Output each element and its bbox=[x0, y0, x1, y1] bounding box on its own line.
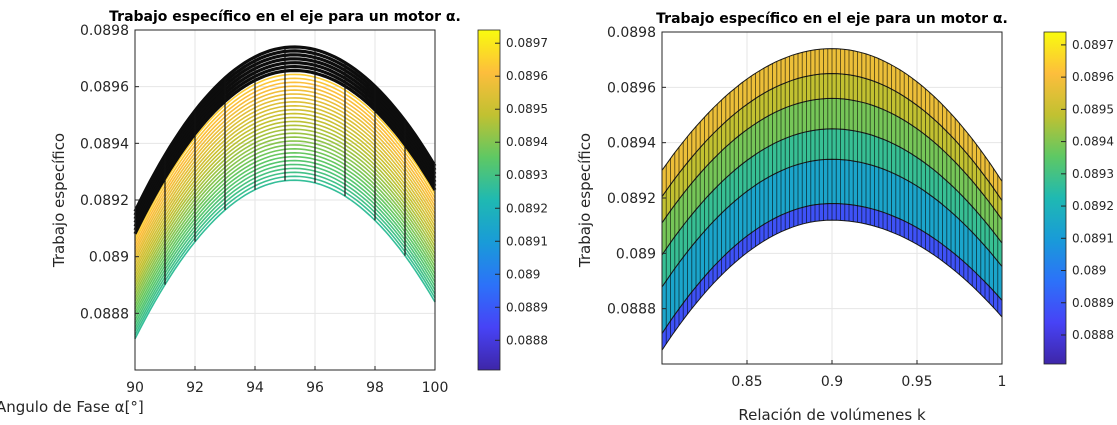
y-ticks-right: 0.0888 0.089 0.0892 0.0894 0.0896 0.0898 bbox=[607, 25, 666, 318]
x-tick-label: 0.95 bbox=[901, 374, 932, 390]
chart-panel-right: 0.85 0.9 0.95 1 0.08880.0890.08920.08940.08… bbox=[576, 11, 1114, 424]
x-axis-label-left: Angulo de Fase α[°] bbox=[0, 398, 144, 416]
y-tick-label: 0.0898 bbox=[607, 25, 656, 41]
x-tick-label: 94 bbox=[246, 380, 264, 396]
y-tick-label: 0.0894 bbox=[80, 136, 129, 152]
chart-title-right: Trabajo específico en el eje para un mot… bbox=[656, 11, 1008, 27]
colorbar-right bbox=[1043, 31, 1067, 365]
colorbar-tick-label: 0.0894 bbox=[506, 135, 548, 149]
x-tick-label: 1 bbox=[998, 374, 1007, 390]
colorbar-tick-label: 0.0895 bbox=[1072, 102, 1114, 116]
chart-panel-left: 90 92 94 96 98 100 0.08880.0890.08920.08940.0… bbox=[0, 9, 548, 416]
surface-curve bbox=[134, 179, 436, 340]
colorbar-tick-label: 0.0889 bbox=[506, 300, 548, 314]
colorbar-tick-label: 0.0897 bbox=[1072, 38, 1114, 52]
x-tick-label: 92 bbox=[186, 380, 204, 396]
x-tick-label: 100 bbox=[422, 380, 449, 396]
colorbar-tick-label: 0.0893 bbox=[506, 168, 548, 182]
x-tick-label: 0.9 bbox=[821, 374, 843, 390]
colorbar-tick-label: 0.0894 bbox=[1072, 135, 1114, 149]
x-tick-label: 90 bbox=[126, 380, 144, 396]
y-tick-label: 0.0894 bbox=[607, 136, 656, 152]
colorbar-tick-label: 0.089 bbox=[506, 267, 540, 281]
y-tick-label: 0.0888 bbox=[80, 306, 129, 322]
colorbar-tick-label: 0.0896 bbox=[506, 69, 548, 83]
colorbar-ticks-left: 0.0888 0.0889 0.089 0.0891 0.0892 0.0893 0.089… bbox=[495, 36, 548, 347]
colorbar-left bbox=[477, 29, 501, 371]
colorbar-tick-label: 0.0888 bbox=[1072, 328, 1114, 342]
y-axis-label-right: Trabajo específico bbox=[576, 133, 594, 268]
y-tick-label: 0.0888 bbox=[607, 302, 656, 318]
y-ticks-left: 0.0888 0.089 0.0892 0.0894 0.0896 0.0898 bbox=[80, 23, 139, 322]
colorbar-tick-label: 0.0888 bbox=[506, 333, 548, 347]
surface-right bbox=[661, 48, 1003, 352]
colorbar-tick-label: 0.089 bbox=[1072, 264, 1106, 278]
colorbar-tick-label: 0.0893 bbox=[1072, 167, 1114, 181]
x-axis-label-right: Relación de volúmenes k bbox=[738, 406, 926, 424]
x-tick-label: 98 bbox=[366, 380, 384, 396]
colorbar-tick-label: 0.0889 bbox=[1072, 296, 1114, 310]
chart-title-left: Trabajo específico en el eje para un mot… bbox=[109, 9, 461, 25]
y-tick-label: 0.0898 bbox=[80, 23, 129, 39]
surface-curve bbox=[133, 45, 437, 213]
colorbar-tick-label: 0.0891 bbox=[1072, 231, 1114, 245]
y-tick-label: 0.0892 bbox=[607, 191, 656, 207]
colorbar-tick-label: 0.0892 bbox=[1072, 199, 1114, 213]
x-ticks-right: 0.85 0.9 0.95 1 bbox=[731, 360, 1006, 390]
colorbar-tick-label: 0.0897 bbox=[506, 36, 548, 50]
colorbar-tick-label: 0.0895 bbox=[506, 102, 548, 116]
surface-left bbox=[133, 45, 437, 340]
y-tick-label: 0.0896 bbox=[80, 80, 129, 96]
colorbar-ticks-right: 0.0888 0.0889 0.089 0.0891 0.0892 0.0893 0.089… bbox=[1061, 38, 1114, 342]
y-tick-label: 0.0896 bbox=[607, 80, 656, 96]
y-tick-label: 0.0892 bbox=[80, 193, 129, 209]
x-tick-label: 96 bbox=[306, 380, 324, 396]
y-axis-label-left: Trabajo específico bbox=[50, 133, 68, 268]
colorbar-tick-label: 0.0892 bbox=[506, 201, 548, 215]
x-ticks-left: 90 92 94 96 98 100 bbox=[126, 366, 448, 396]
x-tick-label: 0.85 bbox=[731, 374, 762, 390]
y-tick-label: 0.089 bbox=[616, 246, 656, 262]
colorbar-tick-label: 0.0891 bbox=[506, 234, 548, 248]
y-tick-label: 0.089 bbox=[89, 250, 129, 266]
colorbar-tick-label: 0.0896 bbox=[1072, 70, 1114, 84]
